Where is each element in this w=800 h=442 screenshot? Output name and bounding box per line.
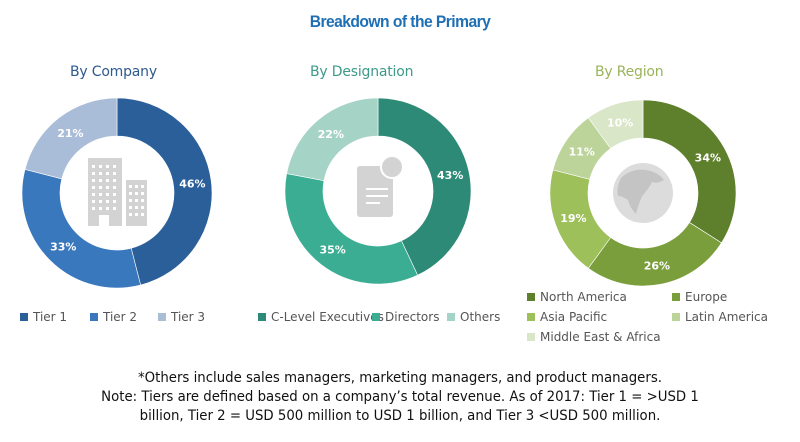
legend-item: Middle East & Africa [527, 330, 661, 344]
document-icon [357, 155, 404, 217]
data-label: 46% [179, 177, 205, 190]
footnote-line: billion, Tier 2 = USD 500 million to USD… [139, 408, 661, 424]
data-label: 43% [437, 169, 463, 182]
donut-0: 46% 33% 21% [21, 97, 213, 289]
legend-swatch [20, 313, 28, 321]
footnote: *Others include sales managers, marketin… [0, 369, 800, 426]
legend-swatch [258, 313, 266, 321]
legend-item: C-Level Executives [258, 310, 384, 324]
legend-item: Europe [672, 290, 727, 304]
donut-1: 43% 35% 22% [284, 97, 472, 285]
legend-swatch [158, 313, 166, 321]
data-label: 21% [57, 127, 83, 140]
chart-title: Breakdown of the Primary [309, 12, 491, 31]
data-label: 26% [644, 260, 670, 273]
donut-slice-europe [587, 222, 722, 287]
legend-label: Europe [685, 290, 728, 304]
company-chart-title: By Company [70, 64, 157, 80]
legend-swatch [527, 313, 535, 321]
legend-label: Latin America [685, 310, 768, 324]
data-label: 35% [319, 243, 345, 256]
legend-item: Tier 3 [158, 310, 205, 324]
region-chart-title: By Region [595, 64, 664, 80]
legend-swatch [90, 313, 98, 321]
legend-label: Tier 2 [103, 310, 138, 324]
donut-slice-others [286, 97, 379, 182]
legend-label: Others [460, 310, 501, 324]
data-label: 34% [695, 151, 721, 164]
designation-chart-title: By Designation [310, 64, 414, 80]
legend-item: Others [447, 310, 500, 324]
legend-label: North America [540, 290, 627, 304]
legend-item: Latin America [672, 310, 768, 324]
donut-slice-middle-east-africa [587, 99, 644, 149]
legend-item: Tier 2 [90, 310, 137, 324]
donut-slice-tier-2 [21, 169, 141, 289]
legend-swatch [672, 293, 680, 301]
legend-item: North America [527, 290, 627, 304]
legend-label: Tier 1 [33, 310, 68, 324]
legend-label: C-Level Executives [271, 310, 384, 324]
legend-item: Asia Pacific [527, 310, 607, 324]
data-label: 22% [318, 128, 344, 141]
donut-slice-c-level-executives [377, 97, 472, 276]
donut-slice-north-america [642, 99, 737, 244]
globe-icon [613, 163, 673, 223]
data-label: 33% [50, 241, 76, 254]
donut-2: 34% 26% 19% 11% 10% [549, 99, 737, 287]
legend-item: Tier 1 [20, 310, 67, 324]
legend-label: Tier 3 [171, 310, 206, 324]
footnote-line: Note: Tiers are defined based on a compa… [101, 389, 699, 405]
data-label: 11% [569, 145, 595, 158]
legend-item: Directors [372, 310, 439, 324]
legend-label: Asia Pacific [540, 310, 608, 324]
donut-slice-tier-1 [116, 97, 213, 286]
building-icon [88, 158, 147, 226]
legend-swatch [527, 333, 535, 341]
legend-swatch [527, 293, 535, 301]
legend-swatch [372, 313, 380, 321]
data-label: 19% [560, 212, 586, 225]
footnote-line: *Others include sales managers, marketin… [137, 370, 662, 386]
donut-slice-directors [284, 173, 418, 285]
legend-swatch [672, 313, 680, 321]
legend-swatch [447, 313, 455, 321]
donut-slice-tier-3 [24, 97, 118, 180]
legend-label: Middle East & Africa [540, 330, 661, 344]
legend-label: Directors [385, 310, 440, 324]
data-label: 10% [607, 117, 633, 130]
